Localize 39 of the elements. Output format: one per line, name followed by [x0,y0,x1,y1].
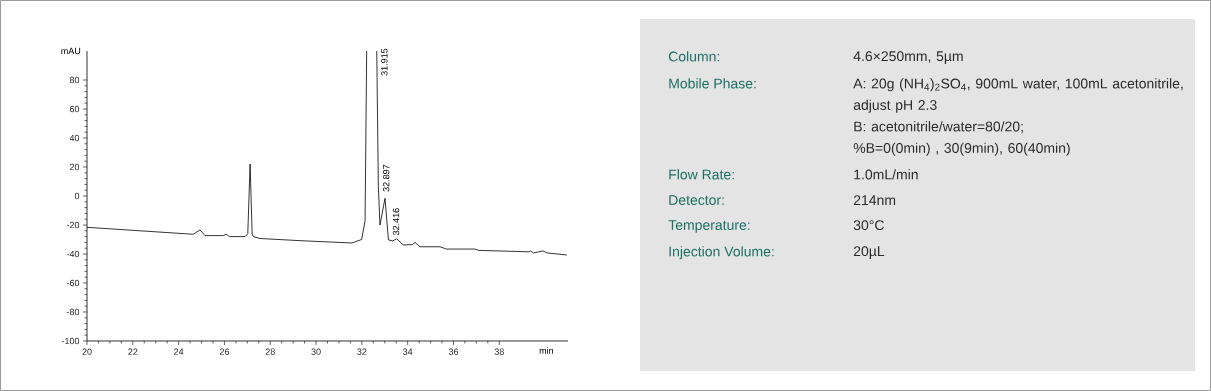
annotation: 32.897 [382,164,390,192]
x-tick-label: 20 [82,348,92,355]
text: Temperature: [668,220,750,233]
x-tick-label: 22 [128,348,138,355]
text: B: acetonitrile/water=80/20; [854,121,1023,134]
text: A: 20g (NH$_{4}$)$_{2}$SO$_{4}$, 900mL water, 100mL acetonitrile, adjust pH 2.3 [853,78,1183,113]
y-tick-label: 0 [74,192,80,200]
text: 20µL [853,246,885,259]
annotation: 32.416 [392,208,400,236]
x-tick-label: 30 [311,348,321,355]
text: Flow Rate: [669,169,734,180]
text: Mobile Phase: [669,78,756,89]
text: Detector: [669,195,724,205]
y-tick-label: -100 [61,337,80,345]
x-tick-label: 34 [403,348,413,355]
y-tick-label: -80 [66,308,80,316]
y-tick-label: 80 [69,76,80,84]
text: 4.6×250mm, 5µm [853,51,963,64]
y-axis-title: mAU [61,47,81,55]
x-tick-label: 36 [448,348,459,355]
text: 214nm [853,195,896,205]
text: 1.0mL/min [854,169,918,180]
annotation: 31.915 [381,48,388,76]
text: 30°C [853,220,884,231]
y-tick-label: -60 [66,279,80,287]
x-tick-label: 38 [494,348,504,355]
y-tick-label: -40 [66,250,80,258]
x-tick-label: 24 [174,348,184,355]
text: Injection Volume: [669,246,774,260]
text: %B=0(0min) , 30(9min), 60(40min) [853,142,1070,156]
y-tick-label: 40 [69,134,80,142]
y-tick-label: -20 [66,221,80,229]
x-tick-label: 28 [265,348,275,355]
text: Column: [668,51,720,62]
x-tick-label: 32 [357,348,367,355]
y-tick-label: 20 [69,163,80,171]
x-axis-title: min [539,347,554,354]
x-tick-label: 26 [219,348,230,355]
y-tick-label: 60 [69,105,80,113]
